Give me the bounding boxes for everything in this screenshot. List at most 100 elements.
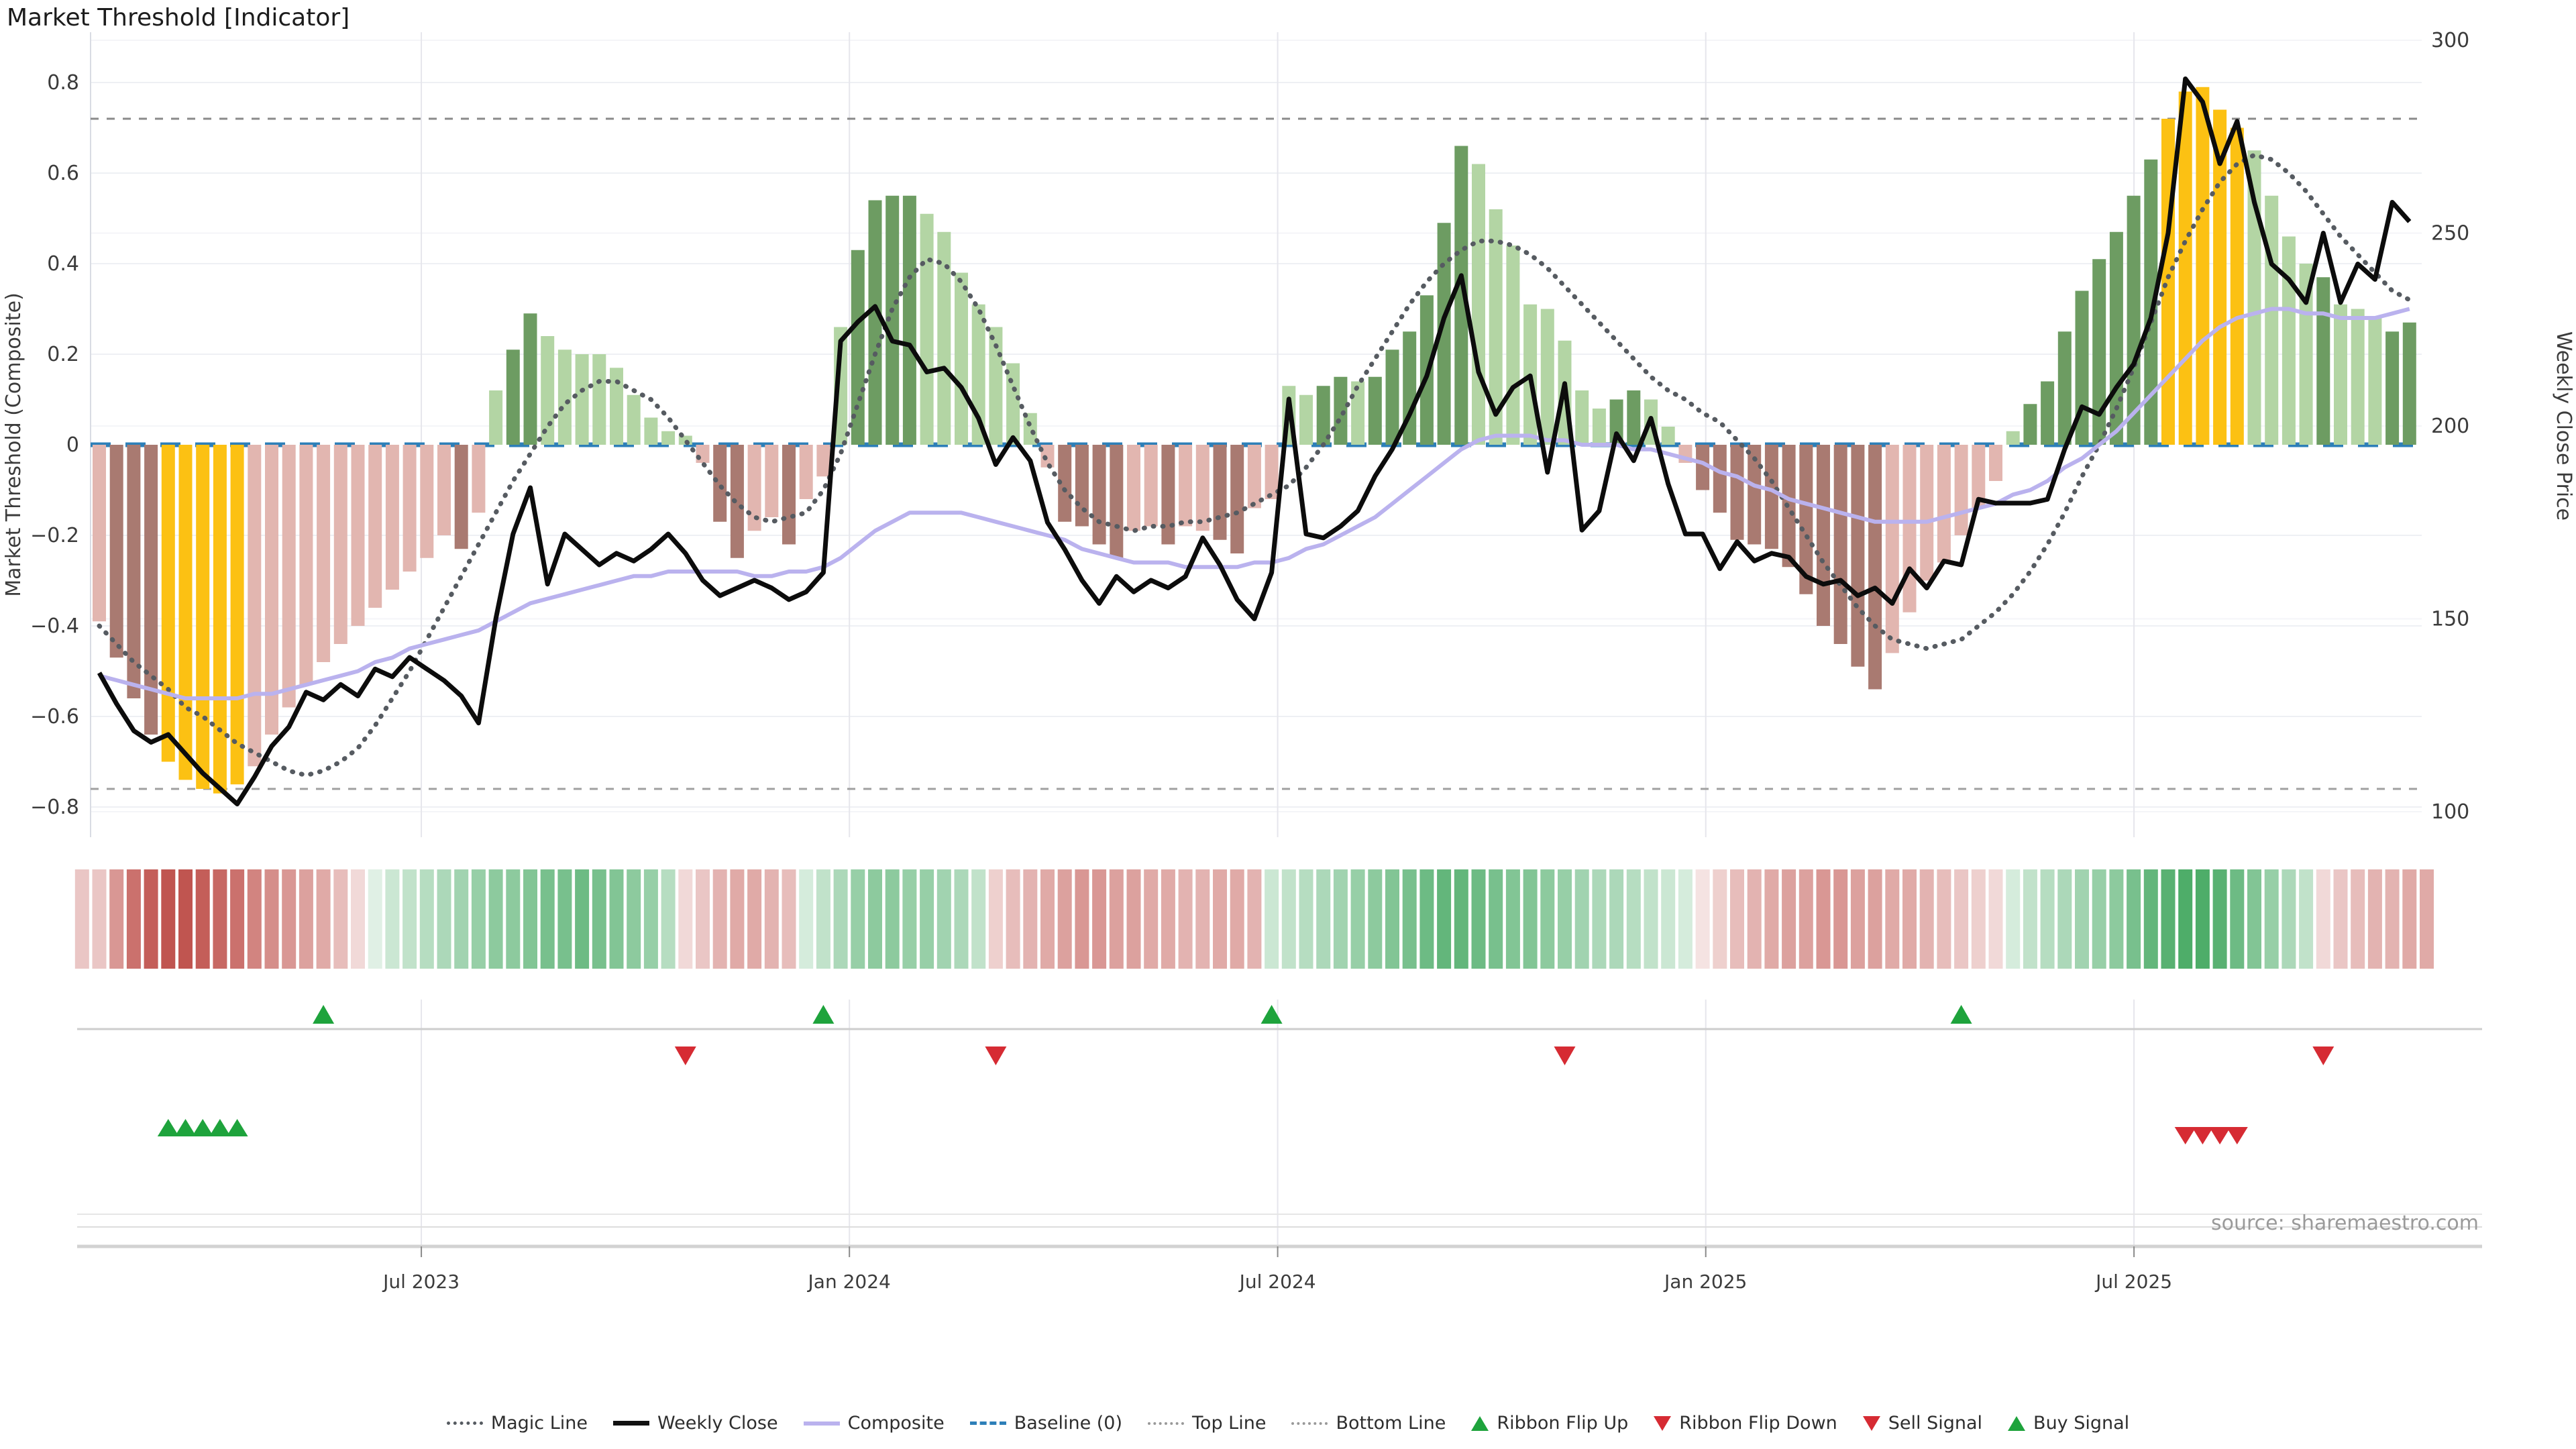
indicator-bar — [1592, 409, 1606, 445]
ribbon-cell — [833, 869, 848, 969]
indicator-bar — [1230, 445, 1244, 553]
indicator-bar — [1851, 445, 1865, 667]
indicator-bar — [2144, 159, 2158, 445]
ribbon-cell — [1230, 869, 1244, 969]
ribbon-cell — [1316, 869, 1331, 969]
axis-labels: 0.8 0.6 0.4 0.2 0 −0.2 −0.4 −0.6 −0.8 300 250 200 15… — [2, 29, 2575, 824]
ribbon-cell — [1075, 869, 1089, 969]
ribbon-cell — [2127, 869, 2141, 969]
composite-line — [99, 307, 2410, 700]
ribbon-cell — [1902, 869, 1917, 969]
indicator-bar — [713, 445, 727, 522]
ribbon-cell — [540, 869, 555, 969]
indicator-bar — [213, 445, 227, 794]
indicator-bar — [902, 195, 916, 445]
weekly-close-swatch-icon — [613, 1421, 649, 1426]
indicator-bar — [1609, 399, 1623, 445]
legend-label: Buy Signal — [2033, 1413, 2130, 1434]
ribbon-cell — [764, 869, 779, 969]
indicator-bar — [782, 445, 796, 545]
indicator-bar — [1127, 445, 1140, 531]
ribbon-cell — [971, 869, 986, 969]
magic-line — [97, 152, 2412, 778]
sell-signal-marker — [2192, 1127, 2214, 1144]
ribbon-cell — [747, 869, 762, 969]
indicator-bar — [1972, 445, 1986, 508]
legend-label: Ribbon Flip Up — [1497, 1413, 1629, 1434]
flip-up-triangle-icon — [1471, 1415, 1489, 1431]
indicator-bar — [248, 445, 262, 767]
ribbon-cell — [1195, 869, 1210, 969]
indicator-bar — [592, 354, 606, 445]
indicator-bar — [610, 368, 623, 445]
buy-signal-marker — [174, 1119, 197, 1136]
ribbon-cell — [351, 869, 365, 969]
indicator-bar — [1902, 445, 1917, 612]
indicator-bar — [2092, 259, 2106, 445]
indicator-bar — [2299, 264, 2313, 445]
indicator-bar — [2196, 87, 2210, 445]
ribbon-cell — [627, 869, 641, 969]
legend-item-bottom-line: Bottom Line — [1291, 1413, 1446, 1434]
legend-label: Baseline (0) — [1014, 1413, 1123, 1434]
ribbon-cell — [1144, 869, 1159, 969]
ribbon-cell — [299, 869, 313, 969]
ribbon-cell — [2109, 869, 2124, 969]
left-axis-tick-label: −0.8 — [30, 796, 79, 819]
indicator-bar — [2334, 304, 2347, 445]
ribbon-cell — [2195, 869, 2210, 969]
ribbon-cell — [1350, 869, 1365, 969]
indicator-bar — [454, 445, 468, 549]
indicator-bar — [196, 445, 210, 789]
indicator-bar — [1696, 445, 1710, 490]
indicator-bar — [1954, 445, 1968, 535]
ribbon-cell — [92, 869, 107, 969]
right-axis-title: Weekly Close Price — [2552, 331, 2575, 521]
indicator-bar — [1989, 445, 2002, 481]
ribbon-cell — [2040, 869, 2055, 969]
indicator-bar — [627, 394, 641, 445]
ribbon-flip-down-marker — [985, 1046, 1007, 1065]
indicator-bar — [1885, 445, 1899, 653]
legend-item-top-line: Top Line — [1148, 1413, 1266, 1434]
ribbon-cell — [1471, 869, 1486, 969]
indicator-bar — [1764, 445, 1778, 549]
legend-item-ribbon-flip-up: Ribbon Flip Up — [1471, 1413, 1628, 1434]
indicator-bar — [144, 445, 158, 735]
ribbon-cell — [1006, 869, 1020, 969]
legend-item-baseline: Baseline (0) — [969, 1413, 1123, 1434]
ribbon-cell — [523, 869, 537, 969]
right-axis-tick-label: 250 — [2431, 222, 2469, 246]
ribbon-cell — [2282, 869, 2296, 969]
indicator-bar — [2368, 318, 2382, 445]
ribbon-cell — [2075, 869, 2089, 969]
indicator-bar — [1540, 309, 1554, 445]
ribbon-cell — [1489, 869, 1503, 969]
buy-signal-marker — [192, 1119, 214, 1136]
composite-swatch-icon — [803, 1421, 840, 1426]
ribbon-cell — [1678, 869, 1693, 969]
buy-signal-marker — [226, 1119, 248, 1136]
indicator-bar — [1454, 146, 1468, 445]
indicator-bar — [2161, 119, 2175, 445]
ribbon-cell — [1919, 869, 1934, 969]
left-axis-title: Market Threshold (Composite) — [2, 292, 25, 597]
bottom-line-swatch-icon — [1291, 1421, 1328, 1425]
ribbon-cell — [1833, 869, 1848, 969]
ribbon-cell — [74, 869, 89, 969]
ribbon-cell — [1454, 869, 1468, 969]
indicator-bar — [1058, 445, 1072, 522]
ribbon-flip-down-marker — [2312, 1046, 2334, 1065]
ribbon-flip-up-marker — [1260, 1005, 1283, 1024]
right-axis-tick-label: 200 — [2431, 415, 2469, 438]
indicator-bar — [1868, 445, 1882, 690]
ribbon-cell — [264, 869, 279, 969]
ribbon-cell — [1574, 869, 1589, 969]
ribbon-cell — [868, 869, 882, 969]
ribbon-cell — [230, 869, 245, 969]
indicator-bar — [1385, 350, 1399, 445]
ribbon-cell — [2299, 869, 2314, 969]
ribbon-cell — [1988, 869, 2003, 969]
ribbon-cell — [1040, 869, 1055, 969]
